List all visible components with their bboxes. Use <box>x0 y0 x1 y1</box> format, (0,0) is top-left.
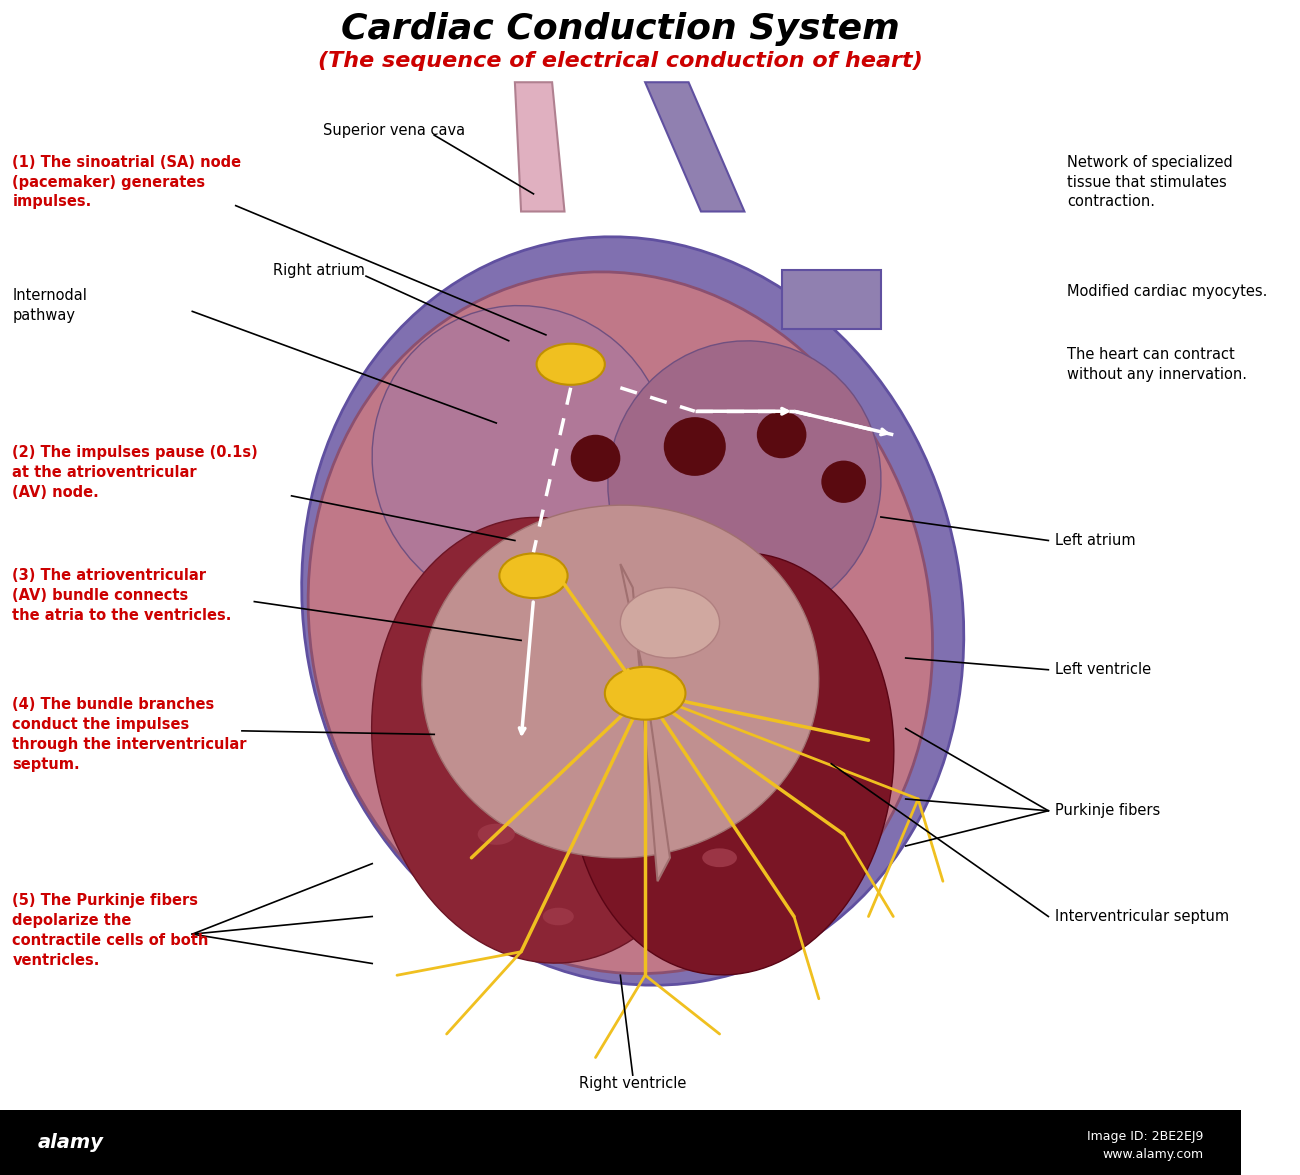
Ellipse shape <box>499 553 568 598</box>
Text: The heart can contract
without any innervation.: The heart can contract without any inner… <box>1067 347 1247 382</box>
Text: Superior vena cava: Superior vena cava <box>322 123 464 137</box>
Ellipse shape <box>477 824 515 845</box>
Text: (5) The Purkinje fibers
depolarize the
contractile cells of both
ventricles.: (5) The Purkinje fibers depolarize the c… <box>13 893 209 968</box>
Ellipse shape <box>604 667 685 719</box>
Text: (4) The bundle branches
conduct the impulses
through the interventricular
septum: (4) The bundle branches conduct the impu… <box>13 697 247 772</box>
Ellipse shape <box>543 908 573 926</box>
Text: Modified cardiac myocytes.: Modified cardiac myocytes. <box>1067 284 1268 298</box>
Text: Right ventricle: Right ventricle <box>578 1076 686 1090</box>
Ellipse shape <box>702 848 737 867</box>
Ellipse shape <box>537 344 604 385</box>
Text: (2) The impulses pause (0.1s)
at the atrioventricular
(AV) node.: (2) The impulses pause (0.1s) at the atr… <box>13 445 259 499</box>
Text: (1) The sinoatrial (SA) node
(pacemaker) generates
impulses.: (1) The sinoatrial (SA) node (pacemaker)… <box>13 155 242 209</box>
Text: (3) The atrioventricular
(AV) bundle connects
the atria to the ventricles.: (3) The atrioventricular (AV) bundle con… <box>13 569 231 623</box>
FancyBboxPatch shape <box>0 1110 1240 1175</box>
Ellipse shape <box>302 237 963 985</box>
Text: Image ID: 2BE2EJ9
www.alamy.com: Image ID: 2BE2EJ9 www.alamy.com <box>1087 1130 1204 1161</box>
Polygon shape <box>620 564 670 881</box>
Polygon shape <box>645 82 745 212</box>
Ellipse shape <box>422 505 819 858</box>
Circle shape <box>822 461 866 503</box>
Text: Purkinje fibers: Purkinje fibers <box>1054 804 1160 818</box>
Text: Internodal
pathway: Internodal pathway <box>13 288 87 323</box>
Text: Left atrium: Left atrium <box>1054 533 1135 548</box>
Ellipse shape <box>608 341 881 623</box>
Ellipse shape <box>620 588 720 658</box>
Text: Right atrium: Right atrium <box>273 263 365 277</box>
Text: Interventricular septum: Interventricular septum <box>1054 909 1228 924</box>
Ellipse shape <box>372 517 720 964</box>
Text: Network of specialized
tissue that stimulates
contraction.: Network of specialized tissue that stimu… <box>1067 155 1232 209</box>
Polygon shape <box>515 82 564 212</box>
Ellipse shape <box>308 271 932 974</box>
Text: (The sequence of electrical conduction of heart): (The sequence of electrical conduction o… <box>318 51 923 72</box>
Text: Left ventricle: Left ventricle <box>1054 663 1151 677</box>
Text: alamy: alamy <box>38 1133 103 1152</box>
Ellipse shape <box>571 552 894 975</box>
Circle shape <box>571 435 620 482</box>
Circle shape <box>664 417 725 476</box>
Ellipse shape <box>372 306 670 611</box>
Text: Cardiac Conduction System: Cardiac Conduction System <box>341 13 900 46</box>
Polygon shape <box>781 270 881 329</box>
Circle shape <box>757 411 806 458</box>
